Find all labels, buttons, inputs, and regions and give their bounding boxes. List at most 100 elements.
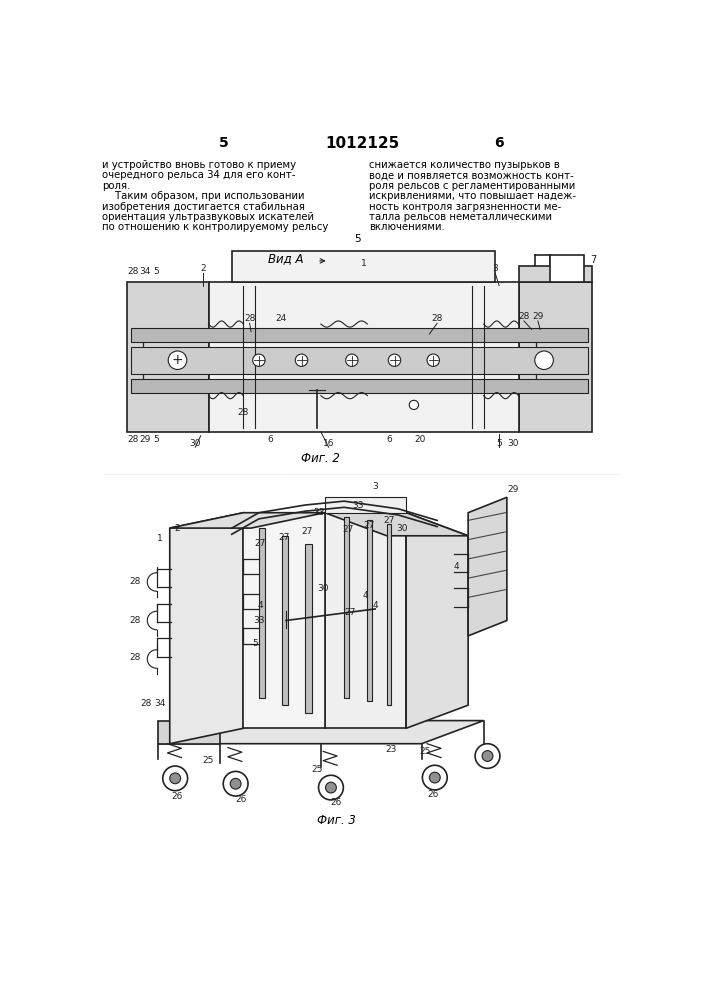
Text: роля рельсов с регламентированными: роля рельсов с регламентированными	[369, 181, 575, 191]
Text: 28: 28	[128, 435, 139, 444]
Text: 5: 5	[153, 435, 160, 444]
Text: 4: 4	[257, 601, 263, 610]
Text: 26: 26	[235, 795, 247, 804]
Text: искривлениями, что повышает надеж-: искривлениями, что повышает надеж-	[369, 191, 576, 201]
Text: 7: 7	[590, 255, 597, 265]
Text: 1: 1	[361, 259, 366, 268]
Text: 4: 4	[373, 601, 378, 610]
Circle shape	[409, 400, 419, 410]
Bar	[131, 379, 588, 393]
Text: 28: 28	[141, 699, 152, 708]
Polygon shape	[406, 513, 468, 728]
Text: 28: 28	[129, 578, 141, 586]
Text: 2: 2	[200, 264, 206, 273]
Text: 27: 27	[344, 608, 356, 617]
Circle shape	[230, 778, 241, 789]
Circle shape	[346, 354, 358, 366]
Text: 28: 28	[128, 267, 139, 276]
Text: 33: 33	[352, 500, 364, 510]
Polygon shape	[158, 721, 484, 744]
Bar	[368, 520, 372, 701]
Polygon shape	[325, 513, 468, 536]
Text: 6: 6	[268, 435, 274, 444]
Text: 34: 34	[139, 267, 151, 276]
Text: 26: 26	[172, 792, 183, 801]
Circle shape	[429, 772, 440, 783]
Circle shape	[170, 773, 180, 784]
Bar	[387, 524, 392, 705]
Text: 1012125: 1012125	[325, 136, 399, 151]
Text: 1: 1	[157, 534, 163, 543]
Text: 27: 27	[383, 516, 395, 525]
Text: по отношению к контролируемому рельсу: по отношению к контролируемому рельсу	[103, 222, 329, 232]
Text: 20: 20	[414, 435, 426, 444]
Text: 30: 30	[189, 439, 201, 448]
Text: Таким образом, при использовании: Таким образом, при использовании	[103, 191, 305, 201]
Circle shape	[325, 782, 337, 793]
Polygon shape	[170, 513, 325, 528]
Text: роля.: роля.	[103, 181, 131, 191]
Text: 2: 2	[175, 524, 180, 533]
Text: 28: 28	[129, 653, 141, 662]
Text: 33: 33	[253, 616, 264, 625]
Text: 25: 25	[420, 747, 431, 756]
Text: 28: 28	[518, 312, 530, 321]
Text: ность контроля загрязненности ме-: ность контроля загрязненности ме-	[369, 202, 561, 212]
Circle shape	[168, 351, 187, 369]
Text: 27: 27	[363, 521, 375, 530]
Text: 27: 27	[301, 527, 312, 536]
Text: 5: 5	[354, 234, 361, 244]
Text: 30: 30	[317, 584, 329, 593]
Bar	[209, 282, 518, 432]
Circle shape	[223, 771, 248, 796]
Text: 23: 23	[385, 745, 397, 754]
Text: 28: 28	[129, 616, 141, 625]
Text: 24: 24	[275, 314, 286, 323]
Text: Вид A: Вид A	[268, 252, 304, 265]
Polygon shape	[468, 497, 507, 636]
Bar	[127, 282, 209, 432]
Text: 5: 5	[153, 267, 160, 276]
Text: 29: 29	[532, 312, 544, 321]
Text: 5: 5	[252, 639, 258, 648]
Text: 6: 6	[494, 136, 504, 150]
Text: 3: 3	[373, 482, 378, 491]
Circle shape	[252, 354, 265, 366]
Circle shape	[475, 744, 500, 768]
Text: снижается количество пузырьков в: снижается количество пузырьков в	[369, 160, 560, 170]
Text: 33: 33	[314, 508, 325, 517]
Text: и устройство вновь готово к приему: и устройство вновь готово к приему	[103, 160, 296, 170]
Bar	[518, 266, 592, 282]
Bar	[344, 517, 349, 698]
Text: Фиг. 2: Фиг. 2	[301, 452, 340, 465]
Polygon shape	[158, 721, 220, 744]
Text: 29: 29	[508, 485, 519, 494]
Text: 6: 6	[386, 435, 392, 444]
Text: 28: 28	[238, 408, 249, 417]
Text: включениями.: включениями.	[369, 222, 445, 232]
Text: талла рельсов неметаллическими: талла рельсов неметаллическими	[369, 212, 552, 222]
Text: 27: 27	[255, 539, 266, 548]
Text: 30: 30	[397, 524, 408, 533]
Polygon shape	[325, 513, 406, 728]
Bar	[518, 282, 592, 432]
Bar	[282, 536, 288, 705]
Text: 29: 29	[139, 435, 151, 444]
Text: 4: 4	[454, 562, 460, 571]
Text: 3: 3	[492, 264, 498, 273]
Text: 25: 25	[311, 765, 322, 774]
Circle shape	[296, 354, 308, 366]
Bar	[131, 347, 588, 374]
Circle shape	[427, 354, 440, 366]
Text: ориентация ультразвуковых искателей: ориентация ультразвуковых искателей	[103, 212, 315, 222]
Polygon shape	[243, 513, 325, 728]
Text: +: +	[172, 353, 183, 367]
Bar	[259, 528, 265, 698]
Circle shape	[482, 751, 493, 761]
Bar	[131, 328, 588, 342]
Circle shape	[163, 766, 187, 791]
Text: Фиг. 3: Фиг. 3	[317, 814, 356, 827]
Text: изобретения достигается стабильная: изобретения достигается стабильная	[103, 202, 305, 212]
Circle shape	[319, 775, 344, 800]
Bar	[232, 251, 495, 282]
